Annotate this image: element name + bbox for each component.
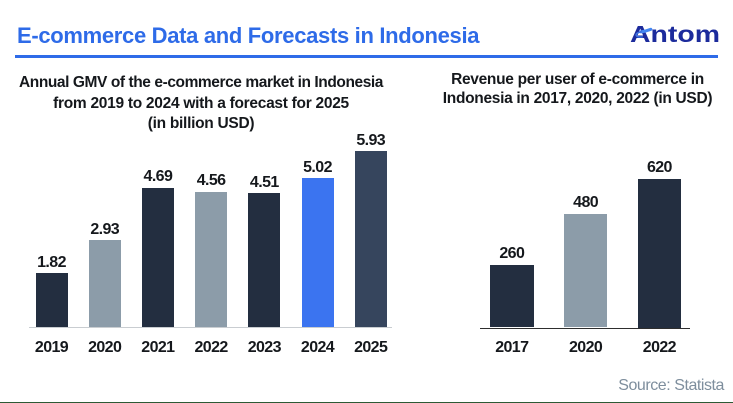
svg-text:Antom: Antom [630, 21, 720, 47]
